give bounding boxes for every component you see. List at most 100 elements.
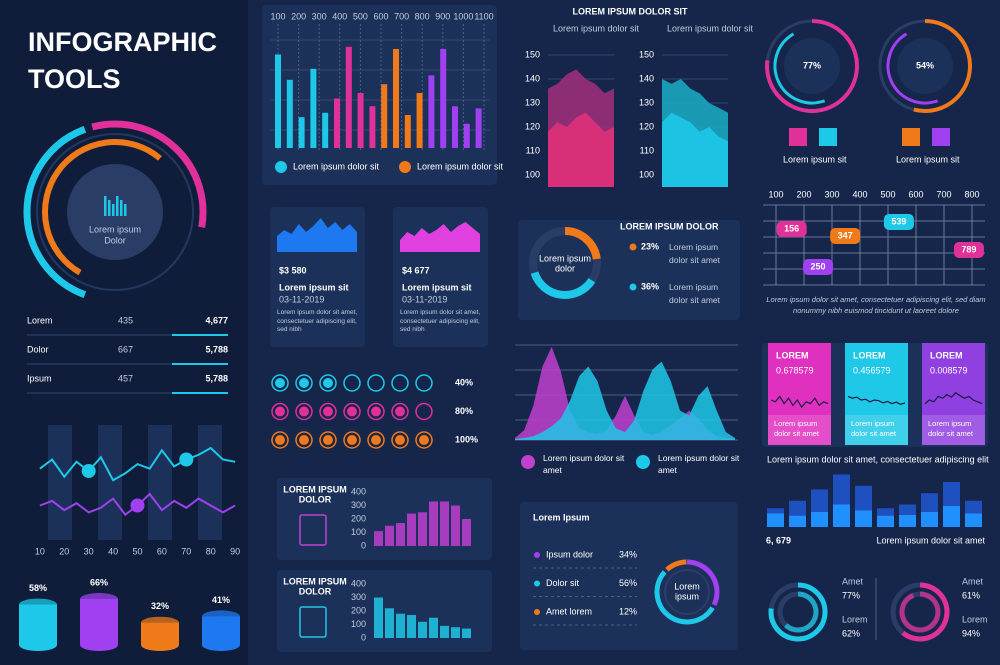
- bubble: [776, 221, 807, 237]
- ring-core: [784, 38, 840, 94]
- card-title: LOREM: [930, 350, 963, 360]
- highlight-point: [179, 452, 194, 467]
- card-text: Lorem ipsum dolor sit amet, consectetuer…: [277, 309, 358, 333]
- x-tick-label: 30: [84, 546, 94, 556]
- card-caption: Lorem ipsum dolor sit amet: [928, 419, 974, 438]
- dot: [275, 406, 285, 417]
- cylinder: [80, 599, 118, 645]
- center-label: dolor: [555, 263, 575, 273]
- bar: [440, 501, 449, 546]
- panel-title: LOREM IPSUM DOLOR: [620, 221, 719, 231]
- legend-text-box: Lorem ipsum dolor sit amet: [669, 242, 721, 265]
- y-tick-label: 110: [526, 145, 540, 155]
- legend-label: Lorem: [962, 614, 988, 624]
- x-tick-label: 10: [35, 546, 45, 556]
- card-caption: Lorem ipsum dolor sit amet: [851, 419, 897, 438]
- panel-label: Lorem ipsum dolor sit: [553, 23, 640, 33]
- table-cell: 435: [118, 315, 133, 325]
- dot-outline: [391, 374, 409, 392]
- peak-area: [515, 361, 735, 440]
- card-caption: Lorem ipsum dolor sit amet: [774, 419, 820, 438]
- ring-deco: [91, 120, 207, 228]
- spark-area: [400, 222, 480, 252]
- x-tick-label: 700: [394, 11, 409, 21]
- y-tick-label: 0: [361, 540, 366, 550]
- x-tick-label: 300: [312, 11, 327, 21]
- bar: [345, 46, 352, 148]
- title: INFOGRAPHIC: [28, 27, 217, 57]
- card-value: 0.456579: [853, 365, 891, 375]
- value-label: 62%: [842, 628, 860, 638]
- dot-outline: [295, 431, 313, 449]
- value-label: 40%: [455, 377, 473, 387]
- grid-band: [662, 78, 728, 80]
- value-label: 58%: [29, 583, 47, 593]
- highlight-point: [81, 464, 96, 478]
- y-tick-label: 400: [351, 578, 366, 588]
- dot-outline: [415, 374, 433, 392]
- legend-text: Lorem ipsum dolor sit amet: [669, 242, 721, 265]
- bar: [286, 79, 293, 148]
- donut-arc: [564, 227, 601, 260]
- y-tick-label: 0: [361, 632, 366, 642]
- card-amount: $3 580: [279, 265, 307, 275]
- value-label: 100%: [455, 434, 478, 444]
- caption: Lorem ipsum dolor sit amet, consectetuer…: [767, 454, 989, 464]
- paragraph: Lorem ipsum dolor sit amet, consectetuer…: [766, 295, 986, 315]
- center-label: ipsum: [675, 591, 699, 601]
- grid-band: [548, 54, 614, 56]
- y-tick-label: 100: [639, 169, 654, 179]
- bar: [357, 93, 364, 148]
- left-column: [0, 0, 248, 665]
- legend-label-box: Lorem ipsum dolor sit amet: [543, 453, 625, 475]
- ring-deco: [886, 32, 939, 105]
- bar: [385, 608, 394, 638]
- progress-arc: [765, 19, 859, 113]
- stock-card: [922, 343, 985, 445]
- value-label: 56%: [619, 578, 637, 588]
- bar: [385, 525, 394, 546]
- y-tick-label: 100: [525, 169, 540, 179]
- donut-arc: [530, 271, 596, 299]
- legend-label: Amet: [962, 576, 984, 586]
- value-label: 94%: [962, 628, 980, 638]
- cylinder-top: [202, 610, 240, 623]
- ring-core: [897, 38, 953, 94]
- bar: [855, 510, 872, 527]
- dot: [347, 435, 357, 445]
- x-tick-label: 800: [415, 11, 430, 21]
- dot-outline: [343, 402, 361, 421]
- bar: [921, 512, 938, 527]
- dot: [371, 435, 381, 445]
- table-cell: 4,677: [205, 315, 228, 325]
- pie-core: [664, 569, 710, 615]
- card-title: Lorem ipsum sit: [279, 282, 349, 292]
- x-tick-label: 200: [291, 11, 306, 21]
- legend-dot: [629, 283, 637, 291]
- x-tick-label: 100: [768, 189, 783, 199]
- value-label: 66%: [90, 577, 108, 587]
- book-icon: [299, 514, 327, 546]
- table-cell: 5,788: [205, 373, 228, 383]
- x-tick-label: 600: [908, 189, 923, 199]
- icon-bar: [104, 196, 107, 216]
- dot-outline: [367, 402, 385, 421]
- y-tick-label: 120: [525, 121, 540, 131]
- wave-line: [39, 446, 236, 482]
- x-tick-label: 20: [59, 546, 69, 556]
- card-value: 0.008579: [930, 365, 968, 375]
- bar: [463, 123, 470, 148]
- dot: [395, 435, 405, 445]
- dot-outline: [343, 374, 361, 392]
- dot-outline: [391, 402, 409, 421]
- legend-label: Amet lorem: [546, 606, 592, 616]
- legend-label: Lorem ipsum dolor sit: [417, 161, 504, 171]
- spark-line: [770, 395, 829, 409]
- x-tick-label: 600: [373, 11, 388, 21]
- panel-title: DOLOR: [299, 586, 332, 596]
- legend-label: Lorem ipsum dolor sit amet: [543, 453, 625, 475]
- cylinder-top: [141, 616, 179, 629]
- ring-deco: [23, 126, 87, 298]
- total: 6, 679: [766, 535, 791, 545]
- bar: [811, 512, 828, 527]
